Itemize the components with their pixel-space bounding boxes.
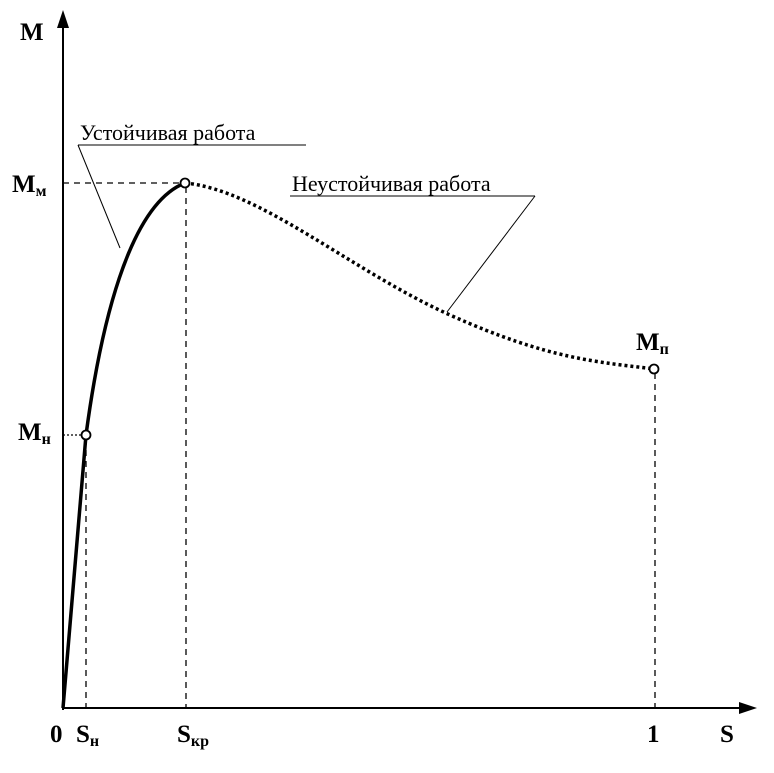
label-part: M [636, 329, 660, 356]
y-mark: Mн [18, 419, 51, 448]
label-part: S [177, 721, 191, 748]
label-part: н [90, 733, 99, 750]
label-part: S [76, 721, 90, 748]
x-axis-label: S [720, 721, 734, 748]
x-mark: Sн [76, 721, 99, 750]
y-mark: Mп [636, 329, 669, 358]
guides [63, 182, 656, 708]
x-mark: Sкр [177, 721, 209, 750]
leaders [77, 144, 536, 313]
label-part: п [660, 341, 669, 358]
label-part: кр [191, 733, 209, 750]
origin-label: 0 [50, 721, 63, 748]
x-arrow [739, 702, 757, 714]
points [80, 177, 660, 441]
label-part: 1 [647, 721, 660, 748]
y-axis-label: M [20, 19, 44, 46]
stable-curve [61, 181, 186, 709]
label-part: M [18, 419, 42, 446]
annotation: Устойчивая работа [80, 120, 256, 145]
label-part: M [12, 171, 36, 198]
y-mark: Mм [12, 171, 47, 200]
annotation: Неустойчивая работа [292, 171, 491, 196]
label-part: м [36, 183, 47, 200]
label-part: н [42, 431, 51, 448]
x-mark: 1 [647, 721, 660, 748]
unstable-curve [184, 181, 655, 371]
y-arrow [57, 10, 69, 28]
